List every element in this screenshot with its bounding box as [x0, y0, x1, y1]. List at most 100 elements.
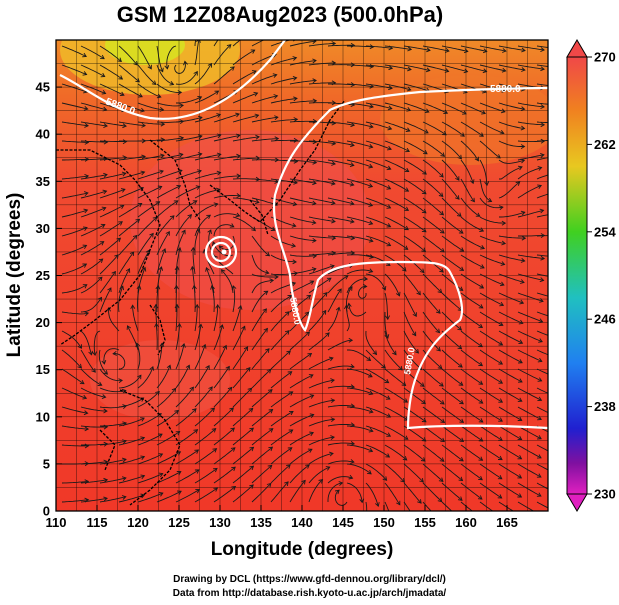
streamline [289, 295, 311, 313]
streamline [137, 233, 154, 256]
colorbar-tick-label: 262 [594, 137, 616, 152]
streamline [308, 235, 336, 239]
streamline-arrowhead [197, 134, 203, 140]
streamline-arrowhead [368, 447, 374, 453]
streamline-arrowhead [82, 394, 88, 400]
streamline [498, 159, 525, 164]
streamline [308, 277, 332, 294]
streamline [213, 447, 236, 465]
streamline-arrowhead [268, 428, 274, 433]
streamline [251, 116, 278, 123]
streamline-arrowhead [287, 371, 293, 376]
streamline [346, 387, 373, 395]
streamline-arrowhead [201, 343, 207, 349]
streamline-arrowhead [462, 110, 467, 115]
streamline [517, 292, 544, 302]
streamline-arrowhead [231, 285, 237, 290]
x-tick-label: 150 [373, 515, 395, 530]
coastlines [56, 99, 346, 506]
streamline-arrowhead [559, 297, 563, 301]
streamline-arrowhead [478, 342, 483, 348]
streamline-arrowhead [205, 266, 210, 272]
streamline-arrowhead [455, 195, 460, 200]
streamline-arrowhead [537, 357, 543, 363]
streamline-arrowhead [103, 477, 109, 483]
streamline-arrowhead [478, 399, 484, 404]
streamline [403, 235, 426, 252]
streamline [517, 311, 543, 323]
streamline-arrowhead [274, 136, 280, 142]
streamline-arrowhead [140, 436, 146, 441]
streamline-arrowhead [411, 331, 417, 337]
streamline [251, 254, 269, 274]
streamline [156, 410, 179, 427]
streamline-arrowhead [386, 241, 392, 247]
streamline [137, 154, 165, 161]
streamline [460, 349, 483, 366]
streamline-arrowhead [478, 475, 483, 481]
streamline-arrowhead [288, 391, 294, 396]
streamline-arrowhead [406, 107, 412, 112]
streamline-arrowhead [156, 93, 162, 99]
streamline [251, 409, 273, 427]
streamline [156, 266, 162, 294]
streamline [232, 92, 258, 104]
streamline-arrowhead [249, 427, 254, 433]
streamline-arrowhead [497, 494, 503, 499]
streamline-arrowhead [459, 247, 465, 252]
streamline-arrowhead [274, 274, 279, 280]
streamline-arrowhead [458, 363, 463, 368]
streamline [213, 175, 241, 180]
streamline-arrowhead [116, 237, 122, 243]
streamline-arrowhead [368, 408, 374, 414]
streamline-arrowhead [197, 169, 202, 174]
streamline-arrowhead [560, 255, 564, 259]
streamline-arrowhead [243, 346, 249, 352]
streamline-arrowhead [458, 476, 464, 482]
streamline [194, 134, 221, 142]
streamline [498, 102, 525, 110]
streamline-arrowhead [153, 303, 159, 309]
streamline [517, 349, 542, 362]
streamline [422, 463, 444, 482]
streamline [194, 428, 216, 446]
streamline-arrowhead [158, 492, 164, 497]
streamline-arrowhead [249, 446, 255, 452]
streamline [517, 185, 542, 199]
streamline [194, 304, 198, 332]
streamline [327, 423, 355, 427]
streamline [118, 187, 144, 199]
streamline [175, 365, 190, 389]
streamline-arrowhead [289, 410, 294, 416]
streamline [517, 387, 542, 401]
streamline [80, 207, 106, 218]
streamline-arrowhead [439, 457, 445, 462]
streamline [308, 216, 336, 223]
streamline-arrowhead [255, 134, 260, 140]
typhoon-center-marker [221, 249, 227, 255]
streamline [384, 102, 411, 111]
streamline [213, 224, 235, 237]
streamline [479, 292, 504, 306]
streamline-arrowhead [82, 52, 87, 58]
streamline [232, 157, 260, 161]
streamline-arrowhead [385, 453, 391, 458]
streamline-arrowhead [478, 515, 482, 519]
streamline-arrowhead [420, 457, 426, 462]
streamline [498, 140, 525, 147]
streamline-arrowhead [404, 187, 410, 192]
streamline [80, 140, 108, 143]
streamline [403, 463, 424, 483]
streamline-arrowhead [460, 132, 465, 137]
streamline-arrowhead [100, 223, 106, 229]
streamline [61, 406, 88, 414]
x-tick-label: 135 [250, 515, 272, 530]
streamline [289, 100, 317, 104]
streamline [108, 307, 120, 332]
streamline-arrowhead [198, 323, 204, 329]
streamline-arrowhead [208, 386, 213, 392]
streamline-arrowhead [165, 230, 170, 236]
streamline-arrowhead [103, 139, 109, 145]
streamline [175, 429, 198, 446]
streamline-arrowhead [474, 156, 479, 162]
